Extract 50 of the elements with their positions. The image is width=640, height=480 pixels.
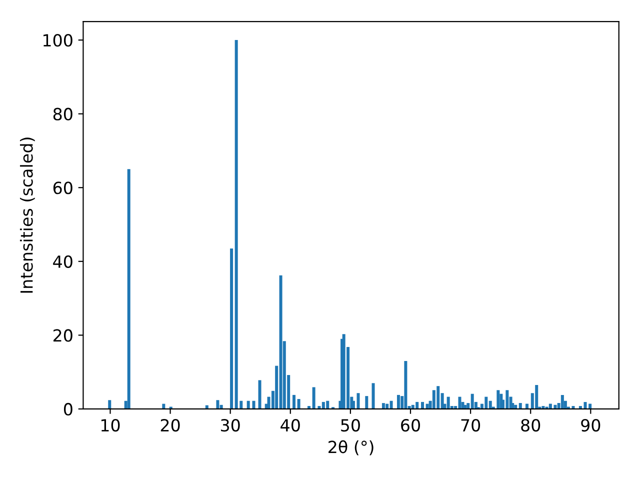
bar [216,400,220,409]
x-tick-label: 60 [401,418,420,432]
y-tick-label: 40 [53,255,72,268]
bar [258,380,262,409]
bar [365,396,368,409]
bar [416,402,419,409]
x-tick-label: 80 [521,418,540,432]
x-tick-label: 70 [461,418,480,432]
bar [382,403,385,409]
y-tick-label: 100 [43,34,72,47]
bar [297,399,300,409]
bar [322,402,325,409]
bar [458,396,462,409]
bar [470,394,474,409]
x-tick-label: 20 [160,418,180,432]
x-tick-label: 10 [101,418,120,432]
bar [432,390,436,409]
bar [404,361,408,409]
x-tick-label: 30 [221,418,240,432]
x-tick-label: 50 [341,418,360,432]
y-tick-label: 0 [64,402,72,416]
y-tick-label: 80 [53,108,72,120]
bar [312,387,316,409]
bar [246,400,250,409]
bar [372,383,375,409]
bar [484,396,488,409]
y-tick-label: 20 [53,329,72,342]
bar [292,394,296,409]
bar [279,275,282,409]
bar [506,390,509,409]
bar [127,169,130,409]
bar [108,400,112,409]
bar [436,386,440,409]
y-tick-label: 60 [53,182,72,194]
bar [342,334,346,409]
bar [535,384,538,409]
x-tick-label: 40 [280,418,300,432]
y-axis-title: Intensities (scaled) [20,138,35,293]
x-tick-label: 90 [581,418,600,432]
bar [252,400,256,409]
bar [421,402,424,409]
bar [518,403,522,409]
bar [230,248,234,409]
x-axis-title: 2θ (°) [328,440,374,456]
bar [326,400,330,409]
bar [390,400,393,409]
bar [396,394,400,409]
bar [560,394,564,409]
bar [488,400,492,409]
bar [446,396,450,409]
